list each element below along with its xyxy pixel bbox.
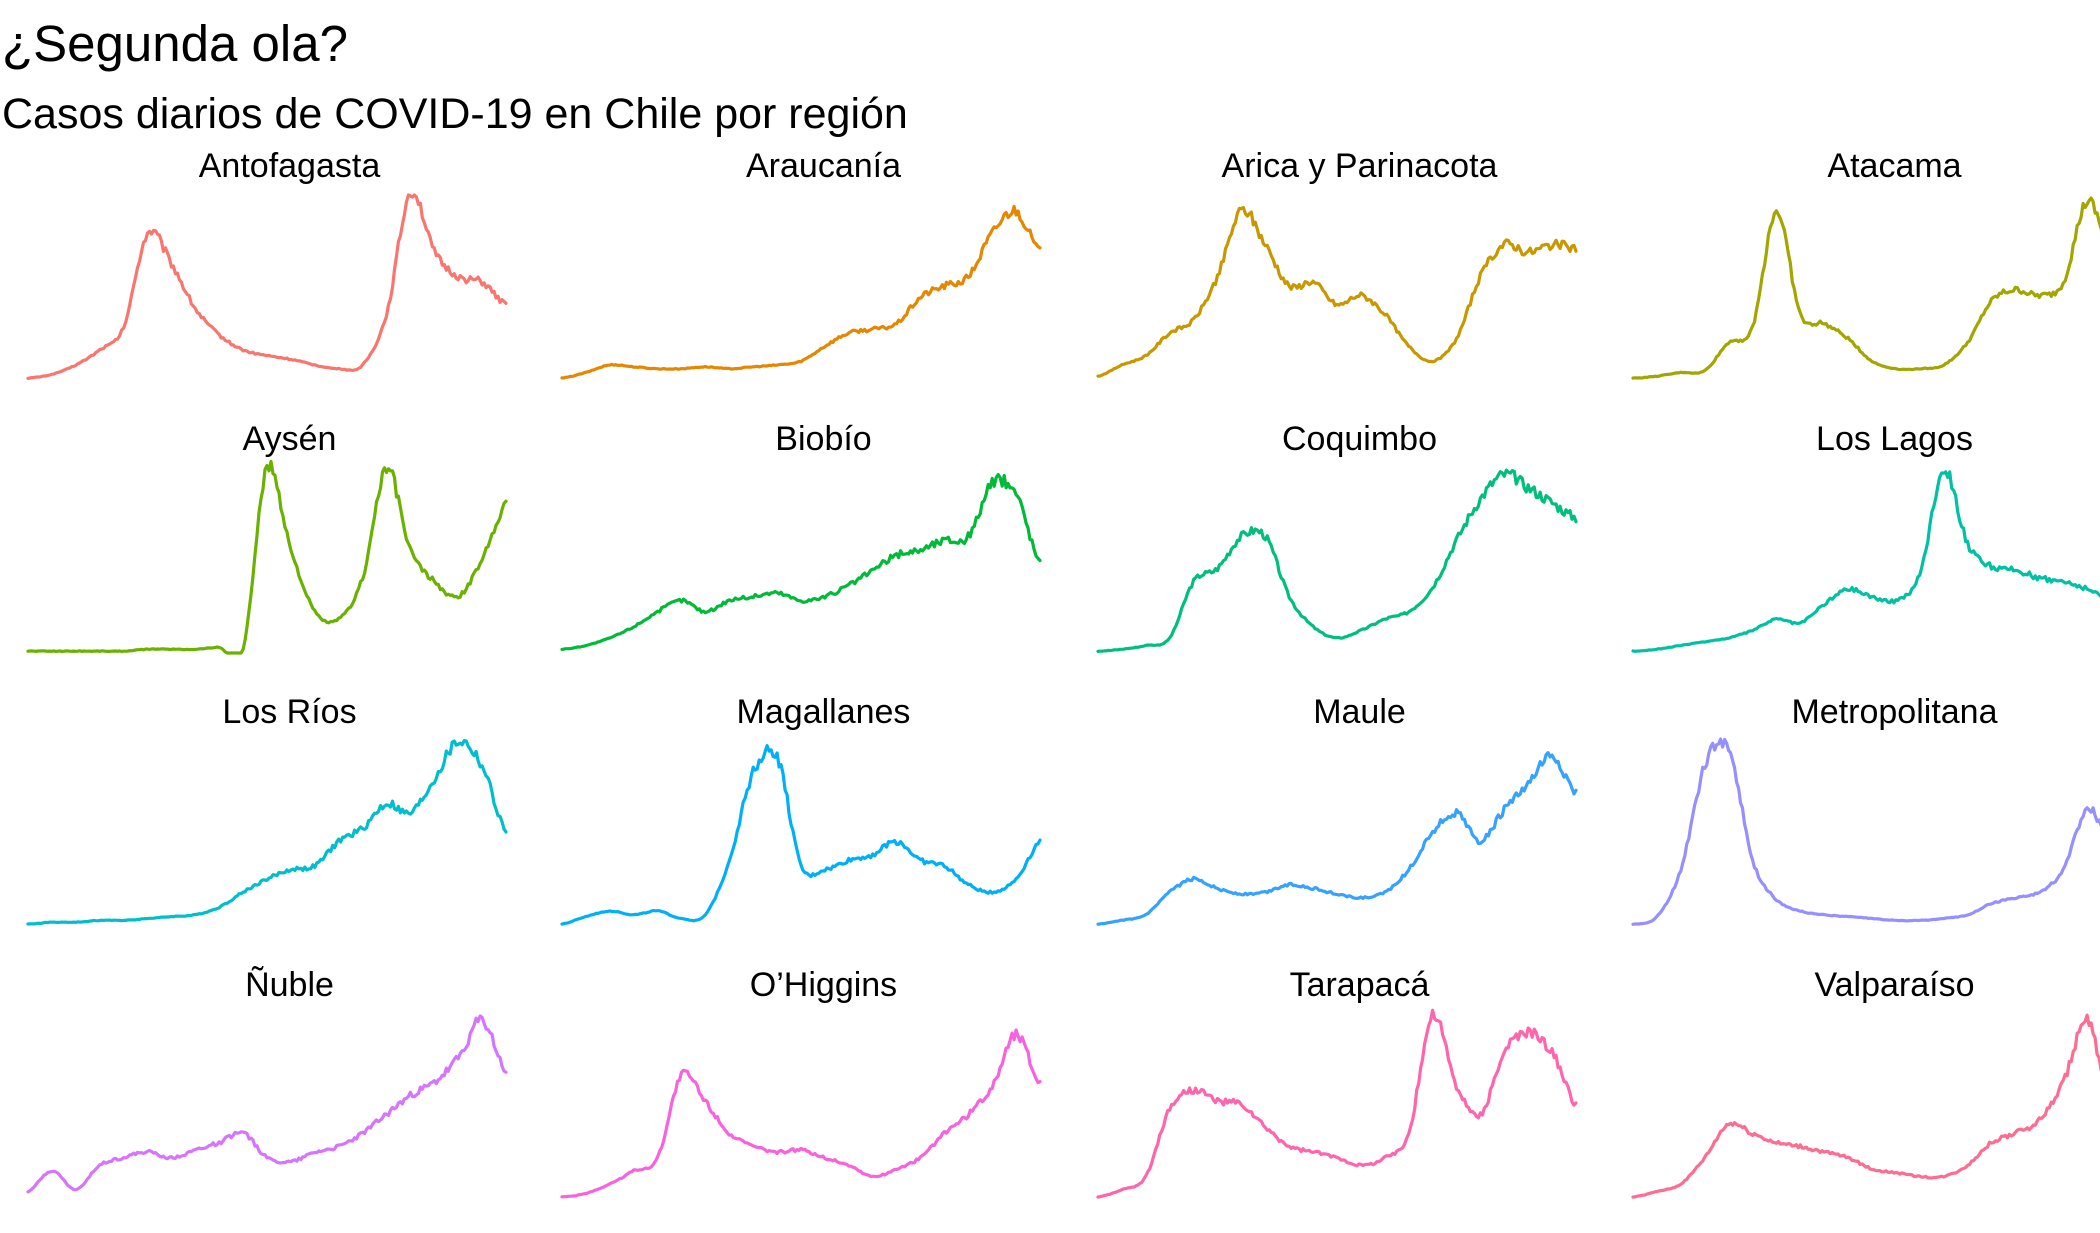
series-line-o-higgins [560,1028,1042,1199]
series-line-maule [1096,751,1578,926]
facet-panel-arica-y-parinacota: Arica y Parinacota [1092,142,1627,414]
facet-title: O’Higgins [749,966,898,1004]
facet-title: Antofagasta [198,147,381,185]
facet-plot [560,744,1042,926]
facet-title: Magallanes [736,693,911,731]
facet-title: Atacama [1827,147,1962,185]
facet-title: Aysén [242,420,337,458]
series-line-arica-y-parinacota [1096,206,1578,378]
facet-panel-magallanes: Magallanes [556,688,1091,960]
facet-plot [560,204,1042,380]
facet-panel-aysen: Aysén [22,415,557,687]
facet-title: Los Ríos [222,693,357,731]
facet-plot [26,193,508,380]
facet-plot [1096,751,1578,926]
series-line-los-lagos [1631,470,2100,653]
series-line-magallanes [560,744,1042,926]
facet-plot [26,459,508,655]
facet-panel-tarapaca: Tarapacá [1092,961,1627,1233]
facet-plot [1096,468,1578,653]
facet-plot [560,473,1042,651]
facet-plot [1096,206,1578,378]
facet-panel-metropolitana: Metropolitana [1627,688,2100,960]
facet-panel-antofagasta: Antofagasta [22,142,557,414]
facet-plot [560,1028,1042,1199]
series-line-nuble [26,1014,508,1194]
facet-title: Araucanía [746,147,901,185]
facet-plot [1631,1013,2100,1199]
facet-plot [1631,737,2100,926]
facet-grid: Antofagasta Araucanía Arica y Parinacota At… [22,142,2100,1199]
chart-title: ¿Segunda ola? [2,15,348,72]
series-line-tarapaca [1096,1008,1578,1199]
facet-panel-araucania: Araucanía [556,142,1091,414]
facet-title: Los Lagos [1816,420,1973,458]
facet-plot [26,739,508,926]
facet-panel-valparaiso: Valparaíso [1627,961,2100,1233]
facet-panel-atacama: Atacama [1627,142,2100,414]
facet-title: Ñuble [245,966,334,1004]
facet-panel-los-rios: Los Ríos [22,688,557,960]
facet-title: Tarapacá [1289,966,1430,1004]
facet-title: Coquimbo [1282,420,1437,458]
series-line-metropolitana [1631,737,2100,926]
facet-panel-nuble: Ñuble [22,961,557,1233]
facet-title: Metropolitana [1791,693,1998,731]
series-line-valparaiso [1631,1013,2100,1199]
facet-title: Maule [1313,693,1406,731]
series-line-biobio [560,473,1042,651]
facet-title: Biobío [775,420,872,458]
facet-plot [1631,470,2100,653]
series-line-coquimbo [1096,468,1578,653]
series-line-atacama [1631,196,2100,380]
series-line-los-rios [26,739,508,926]
facet-panel-los-lagos: Los Lagos [1627,415,2100,687]
facet-title: Arica y Parinacota [1221,147,1498,185]
facet-plot [1096,1008,1578,1199]
facet-panel-o-higgins: O’Higgins [556,961,1091,1233]
chart-subtitle: Casos diarios de COVID-19 en Chile por r… [2,90,908,138]
facet-panel-biobio: Biobío [556,415,1091,687]
facet-title: Valparaíso [1814,966,1975,1004]
facet-plot [26,1014,508,1194]
facet-plot [1631,196,2100,380]
series-line-antofagasta [26,193,508,380]
facet-panel-maule: Maule [1092,688,1627,960]
facet-panel-coquimbo: Coquimbo [1092,415,1627,687]
series-line-araucania [560,204,1042,380]
series-line-aysen [26,459,508,655]
